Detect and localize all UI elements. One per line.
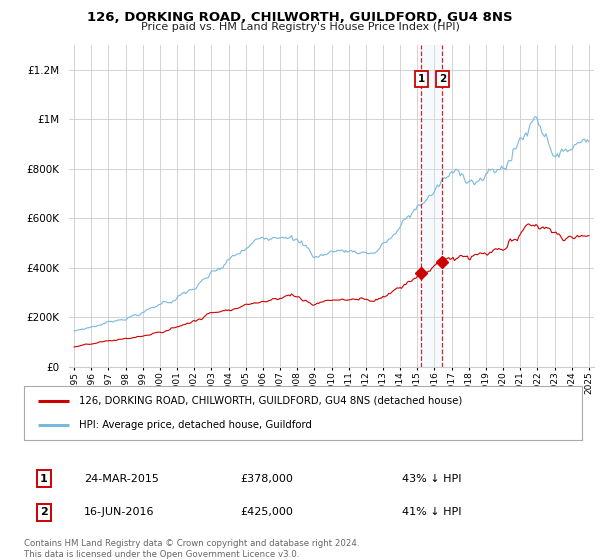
Text: 2: 2 — [40, 507, 47, 517]
Text: 126, DORKING ROAD, CHILWORTH, GUILDFORD, GU4 8NS (detached house): 126, DORKING ROAD, CHILWORTH, GUILDFORD,… — [79, 396, 462, 406]
Text: 16-JUN-2016: 16-JUN-2016 — [84, 507, 155, 517]
Text: HPI: Average price, detached house, Guildford: HPI: Average price, detached house, Guil… — [79, 420, 311, 430]
Text: 2: 2 — [439, 73, 446, 83]
Text: 1: 1 — [40, 474, 47, 484]
Text: 24-MAR-2015: 24-MAR-2015 — [84, 474, 159, 484]
Bar — [421, 45, 442, 367]
Text: Contains HM Land Registry data © Crown copyright and database right 2024.
This d: Contains HM Land Registry data © Crown c… — [24, 539, 359, 559]
Text: Price paid vs. HM Land Registry's House Price Index (HPI): Price paid vs. HM Land Registry's House … — [140, 22, 460, 32]
Text: 1: 1 — [418, 73, 425, 83]
Text: £425,000: £425,000 — [240, 507, 293, 517]
Text: 126, DORKING ROAD, CHILWORTH, GUILDFORD, GU4 8NS: 126, DORKING ROAD, CHILWORTH, GUILDFORD,… — [87, 11, 513, 24]
Text: £378,000: £378,000 — [240, 474, 293, 484]
Text: 41% ↓ HPI: 41% ↓ HPI — [402, 507, 461, 517]
Text: 43% ↓ HPI: 43% ↓ HPI — [402, 474, 461, 484]
